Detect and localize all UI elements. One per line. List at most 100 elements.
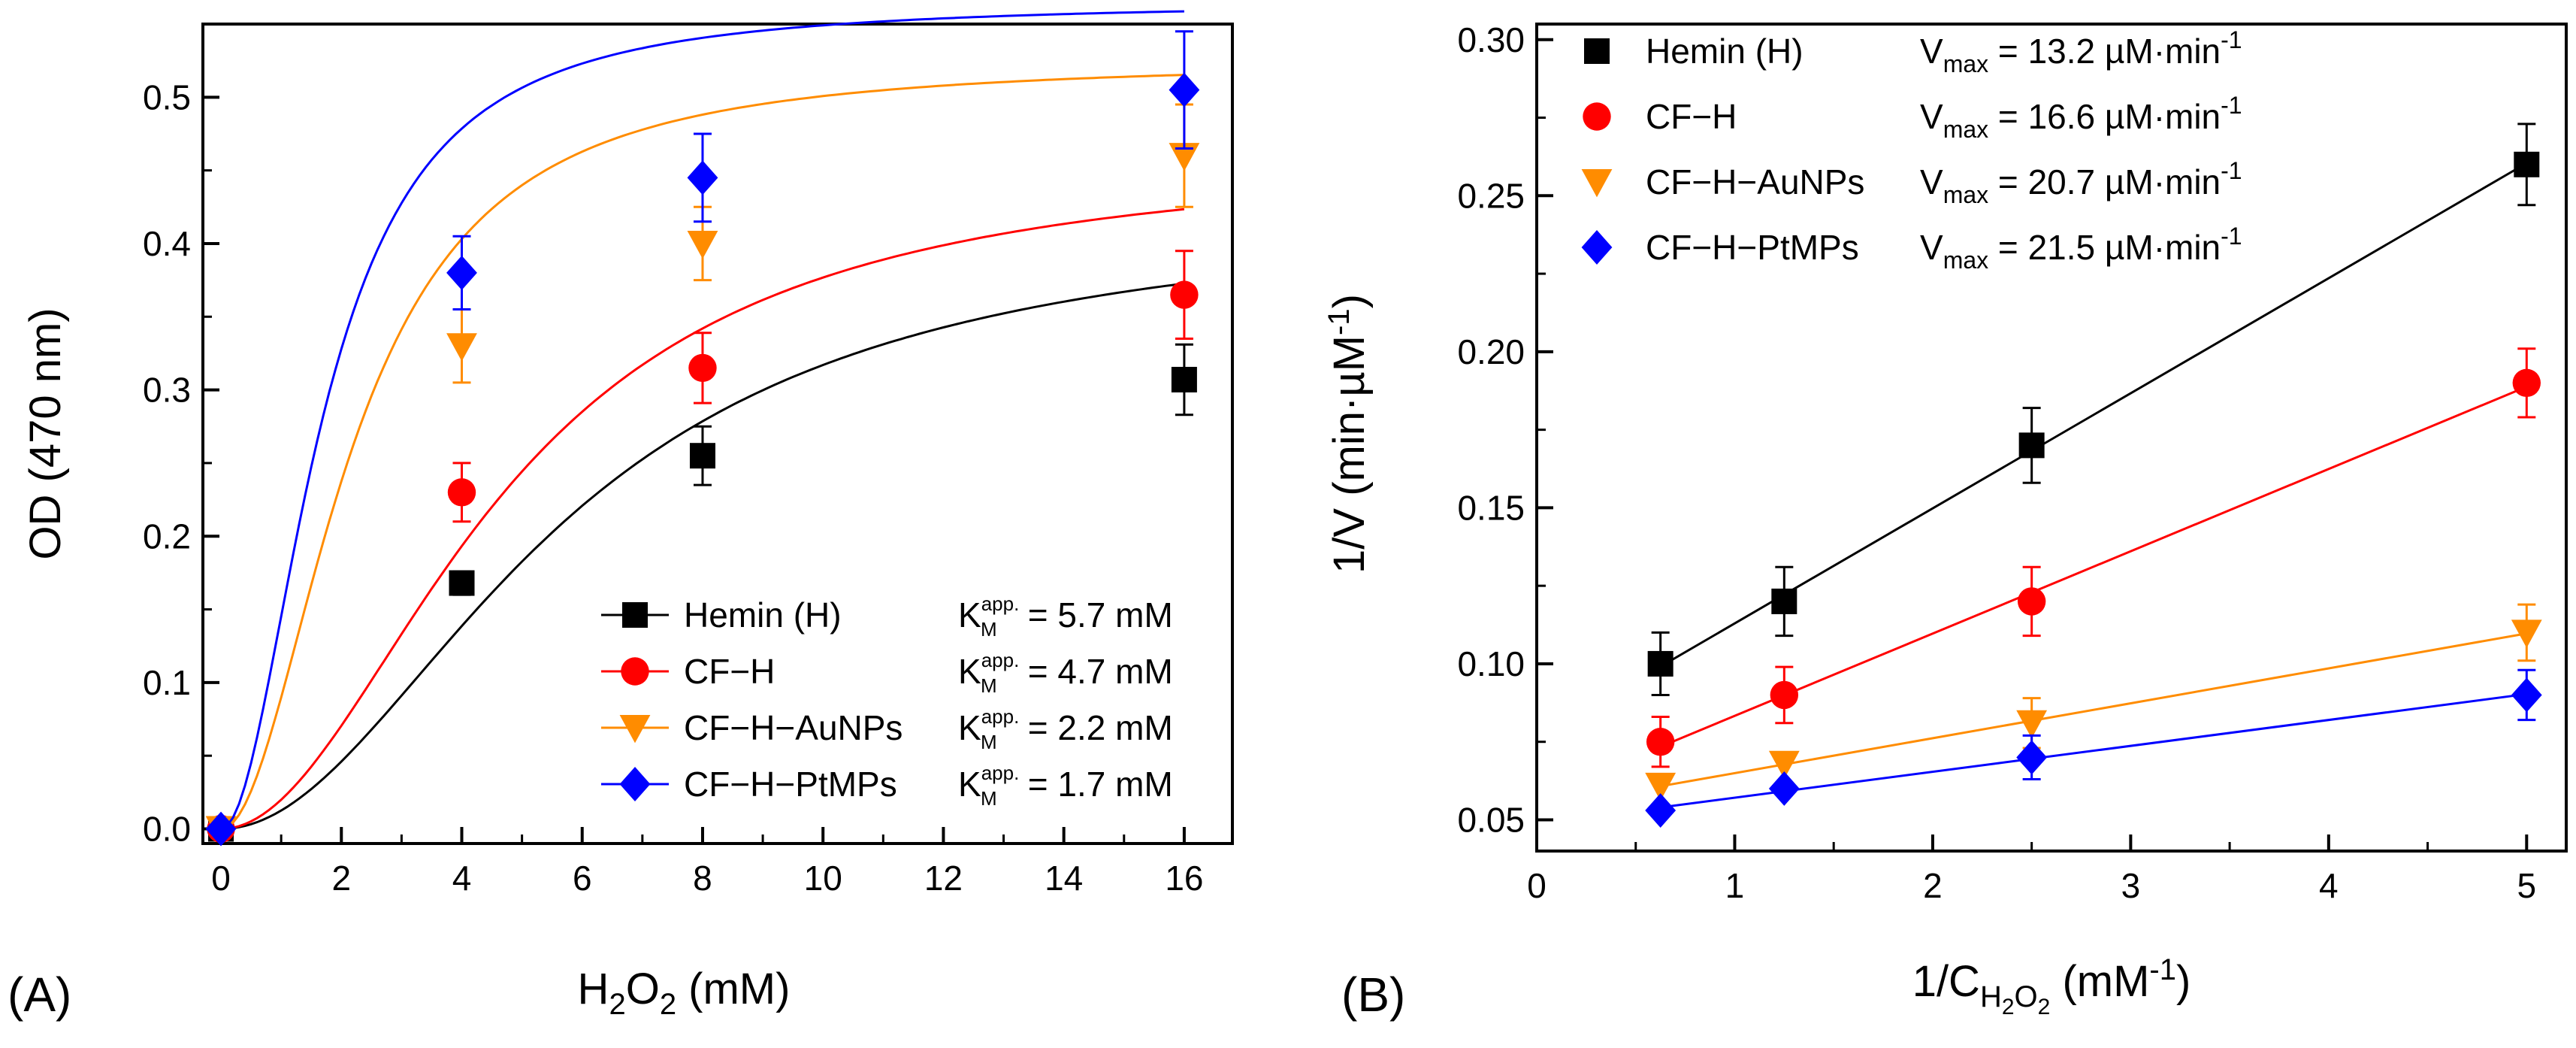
legend-label: CF−H−AuNPs (1646, 162, 1864, 201)
legend-entry-cf-h-ptmps: CF−H−PtMPs Vmax = 21.5 µM·min-1 (1581, 223, 2242, 274)
annotation-symbol: V (1920, 162, 1943, 201)
annotation-value: = 13.2 µM·min (1988, 32, 2221, 71)
x-tick-label: 10 (804, 859, 842, 898)
annotation-sub: max (1943, 116, 1988, 143)
data-point (1169, 143, 1200, 171)
y-tick-label: 0.4 (143, 224, 191, 263)
legend-annotation: Vmax = 21.5 µM·min-1 (1920, 223, 2242, 274)
annotation-value: = 1.7 mM (1018, 765, 1173, 804)
data-point (446, 255, 477, 290)
annotation-sub: max (1943, 50, 1988, 77)
y-tick-label: 0.0 (143, 810, 191, 849)
legend-entry-hemin-h: Hemin (H) Kapp. M = 5.7 mM (601, 592, 1173, 641)
fit-line (1660, 632, 2527, 788)
series-cf-h-ptmps (205, 10, 1200, 847)
y-tick-label: 0.3 (143, 371, 191, 410)
legend-label: Hemin (H) (1646, 32, 1804, 71)
panel-a-ylabel: OD (470 nm) (21, 307, 70, 559)
panel-a: 0 2 4 6 8 10 12 14 16 0.0 0.1 0.2 0.3 0.4 0.5 Hemin (H… (8, 10, 1234, 1022)
data-point (687, 160, 718, 195)
legend-label: CF−H−PtMPs (684, 765, 897, 804)
panel-a-xlabel: H2O2 (mM) (578, 965, 791, 1021)
y-tick-label: 0.30 (1457, 20, 1525, 59)
data-point (687, 230, 718, 259)
legend-annotation: Kapp. M = 1.7 mM (958, 762, 1173, 810)
panel-a-frame (201, 23, 1234, 845)
data-point (688, 353, 717, 383)
y-tick-label: 0.20 (1457, 332, 1525, 371)
data-point (449, 570, 475, 596)
legend-annotation: Vmax = 20.7 µM·min-1 (1920, 157, 2242, 208)
legend-label: Hemin (H) (684, 595, 842, 635)
panel-a-label: (A) (8, 968, 71, 1022)
data-point (2514, 151, 2540, 177)
legend-label: CF−H−PtMPs (1646, 228, 1859, 267)
annotation-sup: -1 (2221, 157, 2242, 184)
data-point (2018, 432, 2045, 459)
legend-entry-cf-h-aunps: CF−H−AuNPs Kapp. M = 2.2 mM (601, 705, 1173, 753)
panel-b-ylabel: 1/V (min·µM-1) (1323, 294, 1374, 574)
annotation-sub: M (981, 787, 997, 810)
fit-line (1659, 162, 2528, 668)
annotation-sub: max (1943, 181, 1988, 208)
y-tick-label: 0.15 (1457, 488, 1525, 527)
panel-b: 0 1 2 3 4 5 0.05 0.10 0.15 0.20 0.25 0.30 Hemin (H)… (1323, 20, 2568, 1022)
legend-label: CF−H (684, 652, 775, 691)
data-point (2017, 587, 2046, 616)
legend-annotation: Kapp. M = 4.7 mM (958, 649, 1173, 697)
x-tick-label: 8 (693, 859, 712, 898)
annotation-sub: M (981, 618, 997, 641)
data-point (1645, 772, 1677, 801)
legend-marker (1581, 169, 1613, 198)
panel-a-series (205, 10, 1200, 847)
annotation-symbol: K (958, 765, 981, 804)
annotation-symbol: K (958, 595, 981, 635)
data-point (1169, 72, 1200, 108)
annotation-symbol: K (958, 708, 981, 747)
data-point (1768, 771, 1800, 806)
panel-b-label: (B) (1341, 968, 1405, 1022)
data-point (205, 811, 237, 847)
x-tick-label: 5 (2517, 866, 2537, 905)
annotation-sup: app. (981, 705, 1020, 728)
data-point (689, 443, 715, 469)
x-tick-label: 14 (1045, 859, 1083, 898)
data-point (1768, 750, 1800, 780)
data-point (2512, 368, 2541, 398)
legend-marker (1584, 38, 1610, 64)
data-point (2016, 740, 2048, 775)
y-tick-label: 0.10 (1457, 644, 1525, 683)
x-tick-label: 4 (452, 859, 472, 898)
x-tick-label: 16 (1165, 859, 1203, 898)
series-cf-h-ptmps (1645, 668, 2542, 828)
y-tick-label: 0.25 (1457, 176, 1525, 215)
fit-line (220, 207, 1185, 830)
annotation-sup: app. (981, 649, 1020, 671)
data-point (2511, 677, 2542, 713)
data-point (1645, 793, 1677, 828)
panel-b-legend: Hemin (H) Vmax = 13.2 µM·min-1CF−H Vmax = … (1581, 26, 2242, 274)
fit-line (220, 74, 1184, 830)
legend-entry-cf-h-aunps: CF−H−AuNPs Vmax = 20.7 µM·min-1 (1581, 157, 2242, 208)
data-point (1171, 366, 1197, 392)
fit-line (1660, 692, 2527, 809)
annotation-sup: -1 (2221, 26, 2242, 53)
fit-line (1660, 386, 2527, 748)
panel-b-xlabel: 1/CH2O2 (mM-1) (1912, 953, 2191, 1019)
legend-marker (1583, 102, 1611, 131)
legend-marker (619, 767, 651, 801)
fit-line (220, 282, 1185, 830)
annotation-sup: app. (981, 592, 1020, 615)
panel-a-legend: Hemin (H) Kapp. M = 5.7 mM CF−H Kapp. M = 4.7… (601, 592, 1173, 810)
annotation-symbol: V (1920, 97, 1943, 136)
series-cf-h-aunps (1645, 603, 2542, 801)
annotation-symbol: V (1920, 32, 1943, 71)
x-tick-label: 0 (1527, 866, 1547, 905)
x-tick-label: 6 (573, 859, 592, 898)
y-tick-label: 0.1 (143, 663, 191, 702)
legend-marker (622, 602, 648, 628)
annotation-sub: M (981, 674, 997, 697)
series-cf-h (1646, 347, 2541, 768)
